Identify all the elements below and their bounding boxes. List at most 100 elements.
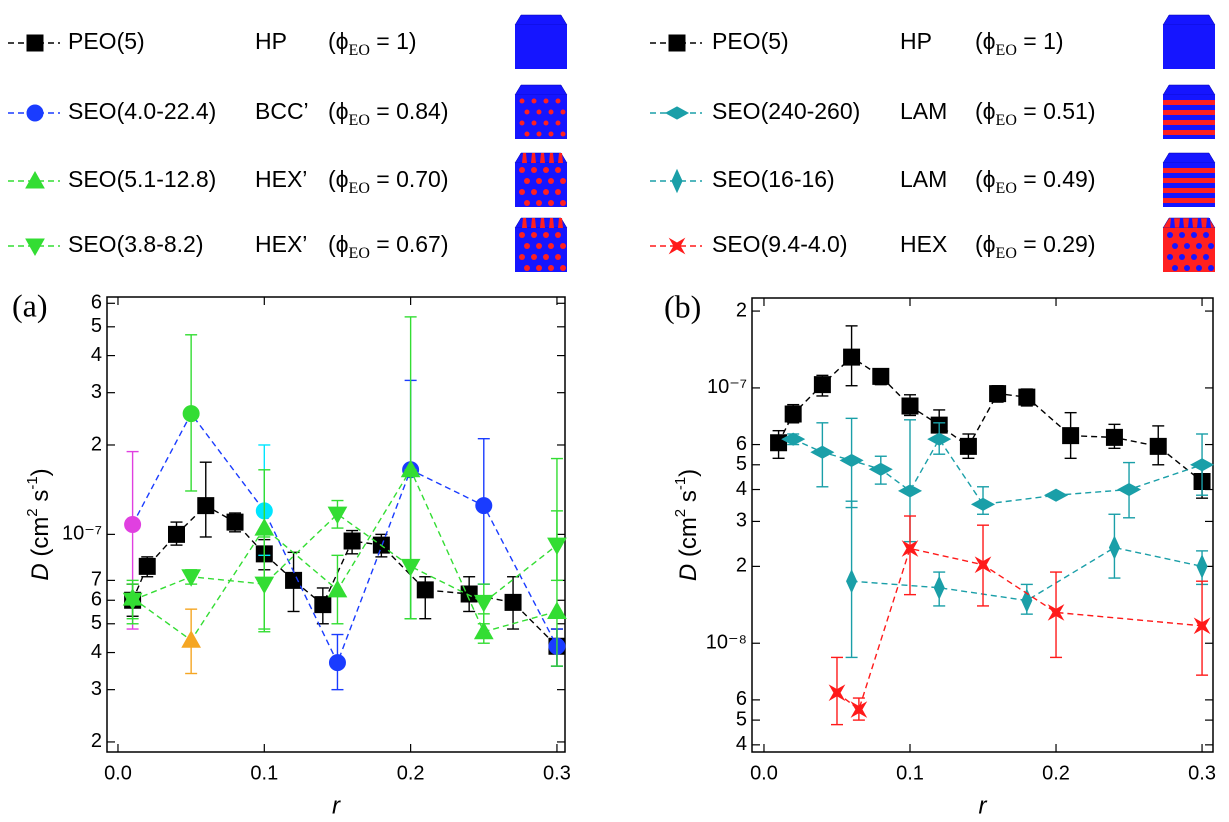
icon-dot [1208, 243, 1214, 249]
x-axis-label: r [332, 792, 341, 819]
data-point [1018, 388, 1036, 406]
data-point [547, 601, 567, 619]
data-point [226, 513, 244, 531]
data-point [1196, 554, 1208, 579]
icon-dot [531, 232, 537, 238]
legend-phase: HEX’ [255, 231, 307, 257]
icon-dot [519, 232, 525, 238]
y-axis-label-part: 2 [672, 509, 689, 517]
plot-frame [751, 297, 1214, 753]
composition-part: = 0.29) [1017, 231, 1096, 257]
y-tick-label: 6 [736, 688, 747, 710]
icon-dot [560, 109, 566, 115]
data-point [1062, 427, 1080, 445]
data-point [872, 367, 890, 385]
composition-part: EO [996, 42, 1017, 59]
legend-label: SEO(16-16) [712, 166, 835, 192]
data-point [1105, 428, 1123, 446]
data-point [959, 437, 977, 455]
icon-column [558, 218, 563, 228]
error-bar [903, 515, 916, 596]
legend-phase: HP [255, 28, 287, 54]
y-axis-label-part: D [675, 564, 702, 581]
y-tick-label: 2 [736, 299, 747, 321]
icon-dot [1167, 254, 1173, 260]
data-point [1116, 482, 1142, 497]
icon-dot [543, 232, 549, 238]
legend-label: SEO(3.8-8.2) [68, 231, 204, 257]
legend-marker [668, 34, 686, 52]
data-point [254, 518, 275, 536]
y-tick-label: 4 [736, 478, 747, 500]
icon-dot [560, 200, 566, 206]
icon-dot [548, 200, 554, 206]
legend-label: PEO(5) [68, 28, 145, 54]
data-point [843, 348, 861, 366]
icon-dot [555, 167, 561, 173]
icon-front [1163, 25, 1215, 69]
data-point [901, 540, 919, 557]
icon-dot [560, 131, 566, 137]
data-point [285, 571, 303, 589]
icon-stripe [1163, 130, 1215, 135]
icon-dot [560, 178, 566, 184]
data-point [547, 537, 567, 556]
data-point [781, 432, 806, 446]
y-axis-label: D (cm2 s-1) [672, 469, 702, 581]
icon-dot [560, 243, 566, 249]
data-point [897, 484, 923, 498]
x-tick-label: 0.3 [1188, 762, 1216, 784]
icon-top [1162, 14, 1216, 26]
panel-label: (b) [664, 288, 701, 324]
icon-dot [543, 189, 549, 195]
composition-part: = 1) [1017, 28, 1064, 54]
icon-top [514, 84, 568, 96]
composition-part: = 0.67) [370, 231, 449, 257]
x-tick-label: 0.2 [397, 762, 425, 784]
icon-column [549, 218, 554, 228]
icon-stripe [1163, 168, 1215, 173]
data-point [813, 376, 831, 394]
phase-icon [1162, 152, 1216, 207]
data-point [1047, 604, 1065, 621]
legend-composition: (ϕEO = 0.84) [328, 98, 449, 129]
phase-icon [1162, 84, 1216, 139]
y-axis-label-part: -1 [672, 477, 689, 490]
data-point [1193, 617, 1211, 635]
y-axis-label-part: ) [675, 469, 702, 477]
composition-part: (ϕ [975, 231, 996, 257]
data-point [343, 532, 361, 550]
x-tick-label: 0.2 [1042, 762, 1070, 784]
legend-composition: (ϕEO = 0.29) [975, 231, 1096, 262]
data-point [473, 594, 494, 613]
icon-dot [524, 265, 530, 271]
icon-column [558, 153, 563, 163]
icon-dot [543, 98, 549, 104]
icon-dot [531, 98, 537, 104]
data-point [846, 568, 858, 594]
icon-dot [536, 178, 542, 184]
icon-dot [555, 189, 561, 195]
error-bar [404, 469, 417, 620]
data-point [473, 621, 494, 640]
legend-phase: HP [900, 28, 932, 54]
y-tick-label: 5 [736, 453, 747, 475]
data-point [927, 432, 952, 446]
icon-dot [524, 200, 530, 206]
icon-dot [536, 265, 542, 271]
icon-dot [536, 109, 542, 115]
icon-column [1188, 218, 1193, 228]
icon-dot [524, 131, 530, 137]
data-point [327, 506, 348, 525]
icon-dot [524, 109, 530, 115]
icon-dot [548, 131, 554, 137]
data-point [416, 581, 434, 599]
y-axis-label-part: s [675, 490, 702, 509]
composition-part: = 0.70) [370, 166, 449, 192]
icon-column [540, 218, 545, 228]
icon-dot [1196, 243, 1202, 249]
y-axis-label-part: (cm [675, 517, 702, 564]
y-tick-label: 10⁻⁷ [62, 523, 102, 545]
